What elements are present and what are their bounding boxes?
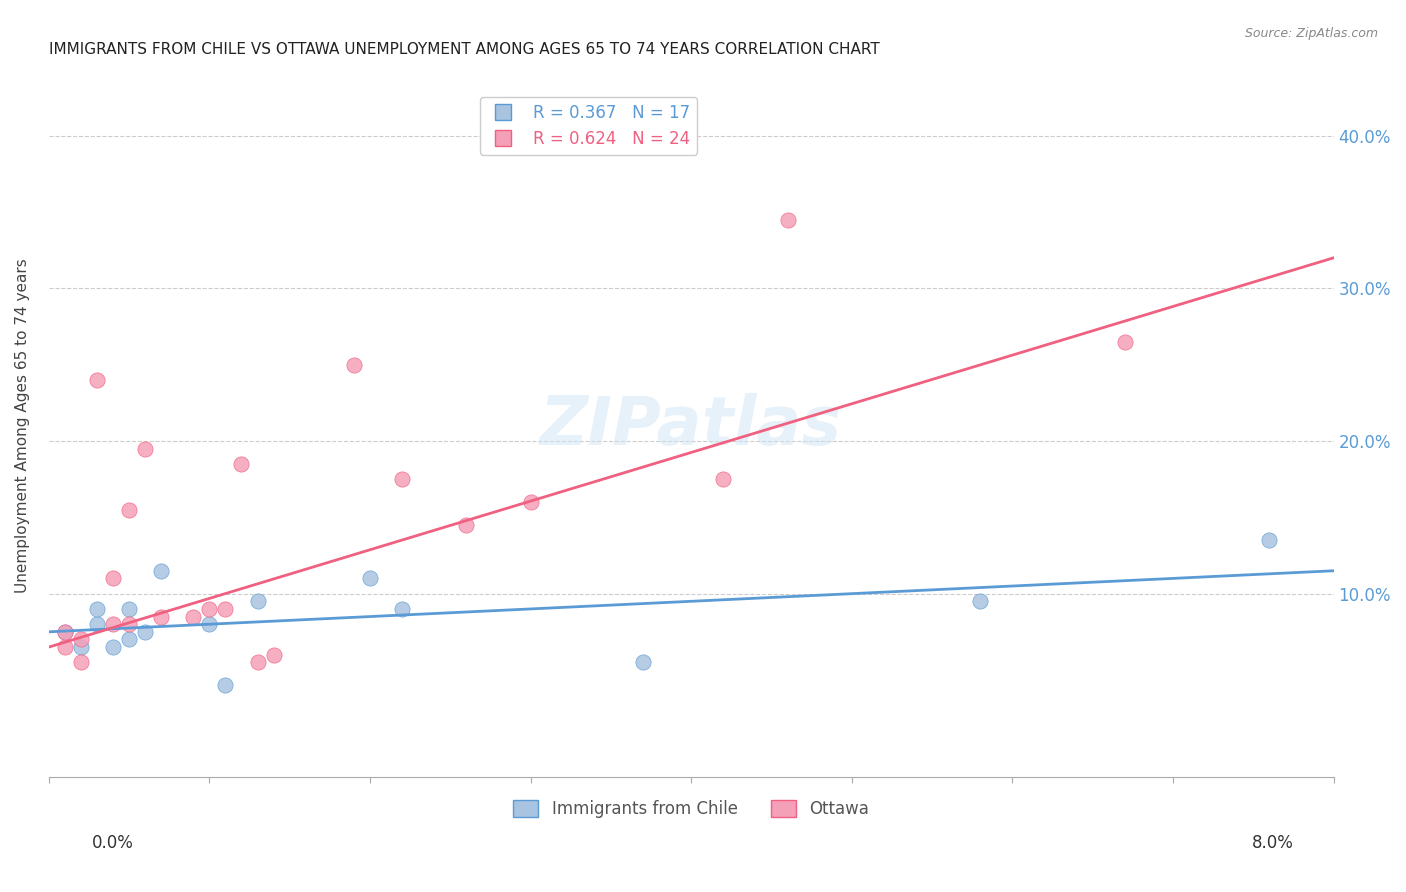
Point xyxy=(118,502,141,516)
Point xyxy=(86,373,108,387)
Point xyxy=(1114,334,1136,349)
Point xyxy=(150,609,173,624)
Point xyxy=(118,602,141,616)
Point xyxy=(134,624,156,639)
Text: 8.0%: 8.0% xyxy=(1251,834,1294,852)
Point xyxy=(150,564,173,578)
Point xyxy=(134,442,156,456)
Point xyxy=(969,594,991,608)
Point xyxy=(343,358,366,372)
Point xyxy=(70,656,93,670)
Text: 0.0%: 0.0% xyxy=(91,834,134,852)
Point xyxy=(246,656,269,670)
Point xyxy=(53,624,76,639)
Point xyxy=(118,617,141,632)
Point xyxy=(101,640,124,654)
Point xyxy=(53,640,76,654)
Point xyxy=(181,609,204,624)
Point xyxy=(53,624,76,639)
Text: ZIPatlas: ZIPatlas xyxy=(540,392,842,458)
Point xyxy=(86,602,108,616)
Point xyxy=(246,594,269,608)
Point xyxy=(519,495,541,509)
Point xyxy=(198,617,221,632)
Legend: Immigrants from Chile, Ottawa: Immigrants from Chile, Ottawa xyxy=(506,793,876,825)
Point xyxy=(101,571,124,585)
Point xyxy=(711,472,734,486)
Point xyxy=(214,602,236,616)
Point xyxy=(101,617,124,632)
Point xyxy=(214,678,236,692)
Point xyxy=(231,457,253,471)
Point xyxy=(118,632,141,647)
Point xyxy=(456,518,478,533)
Point xyxy=(70,640,93,654)
Point xyxy=(391,472,413,486)
Point xyxy=(86,617,108,632)
Point xyxy=(776,212,799,227)
Point xyxy=(198,602,221,616)
Text: IMMIGRANTS FROM CHILE VS OTTAWA UNEMPLOYMENT AMONG AGES 65 TO 74 YEARS CORRELATI: IMMIGRANTS FROM CHILE VS OTTAWA UNEMPLOY… xyxy=(49,42,880,57)
Point xyxy=(391,602,413,616)
Point xyxy=(1258,533,1281,548)
Point xyxy=(70,632,93,647)
Point xyxy=(631,656,654,670)
Y-axis label: Unemployment Among Ages 65 to 74 years: Unemployment Among Ages 65 to 74 years xyxy=(15,259,30,593)
Point xyxy=(359,571,381,585)
Point xyxy=(263,648,285,662)
Text: Source: ZipAtlas.com: Source: ZipAtlas.com xyxy=(1244,27,1378,40)
